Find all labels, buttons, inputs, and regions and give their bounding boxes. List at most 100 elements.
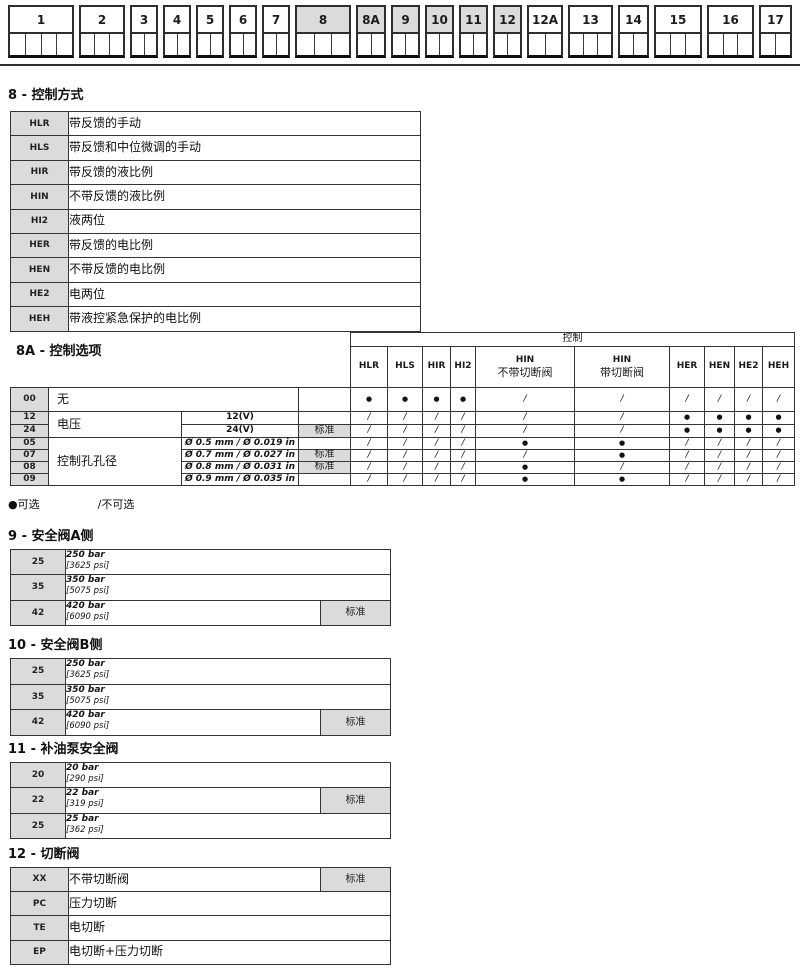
- desc-cell: 液两位: [68, 208, 421, 234]
- standard-badge: 标准: [298, 423, 351, 438]
- code-cell: 42: [10, 599, 66, 627]
- code-box-subcells: [264, 34, 288, 55]
- not-available-mark: /: [762, 448, 795, 462]
- code-cell: 07: [10, 448, 49, 462]
- code-cell: EP: [10, 939, 69, 965]
- option-row-08: 08 Ø 0.8 mm / Ø 0.031 in 标准 / / / / ● / / / / /: [10, 460, 795, 474]
- value-cell: 24(V): [181, 423, 299, 438]
- not-available-mark: /: [450, 460, 476, 474]
- code-box-15: 15: [654, 5, 702, 58]
- column-sublabel: 不带切断阀: [497, 365, 553, 379]
- code-box-number: 2: [81, 7, 123, 34]
- code-cell: HIN: [10, 184, 69, 210]
- code-box-subcells: [358, 34, 384, 55]
- relief-valve-b-table: 25 250 bar [3625 psi] 35 350 bar [5075 p…: [10, 658, 391, 736]
- desc-cell: 电切断+压力切断: [68, 939, 391, 965]
- not-available-mark: /: [762, 460, 795, 474]
- psi-value: [290 psi]: [66, 773, 104, 784]
- code-subcell: [264, 34, 277, 55]
- code-cell: 25: [10, 658, 66, 685]
- charge-pump-relief-valve-table: 20 20 bar [290 psi] 22 22 bar [319 psi] …: [10, 761, 391, 840]
- code-cell: PC: [10, 891, 69, 917]
- not-available-mark: /: [704, 472, 735, 486]
- desc-cell: 不带反馈的电比例: [68, 257, 421, 283]
- psi-value: [5075 psi]: [66, 586, 110, 597]
- control-options-table: 控制 HLR HLS HIR HI2 HIN 不带切断阀 HIN 带切断阀 HER HEN HE2 HE…: [10, 331, 795, 486]
- not-available-mark: /: [350, 436, 388, 450]
- table-row: HIN 不带反馈的液比例: [10, 184, 421, 210]
- code-box-12A: 12A: [527, 5, 563, 58]
- optional-mark: ●: [422, 386, 451, 412]
- standard-badge: 标准: [320, 709, 391, 736]
- psi-value: [5075 psi]: [66, 695, 110, 706]
- column-header-HIN-带切断阀: HIN 带切断阀: [574, 345, 670, 388]
- code-subcell: [709, 34, 724, 55]
- control-header-row: 控制: [11, 331, 795, 347]
- pressure-cell: 420 bar [6090 psi]: [65, 709, 321, 736]
- standard-badge: 标准: [298, 460, 351, 474]
- code-box-10: 10: [425, 5, 454, 58]
- code-box-number: 6: [231, 7, 255, 34]
- code-subcell: [393, 34, 406, 55]
- optional-mark: ●: [475, 472, 575, 486]
- not-available-mark: /: [387, 472, 423, 486]
- pressure-cell: 22 bar [319 psi]: [65, 787, 321, 814]
- standard-badge: 标准: [320, 787, 391, 814]
- table-row: HIR 带反馈的液比例: [10, 159, 421, 186]
- optional-mark: ●: [734, 423, 763, 438]
- code-subcell: [686, 34, 700, 55]
- desc-cell: 带反馈的液比例: [68, 159, 421, 186]
- not-available-mark: /: [669, 472, 705, 486]
- code-subcell: [42, 34, 58, 55]
- not-available-mark: /: [422, 448, 451, 462]
- table-row: PC 压力切断: [10, 891, 391, 917]
- table-row: TE 电切断: [10, 915, 391, 941]
- not-available-mark: /: [704, 460, 735, 474]
- optional-mark: ●: [669, 423, 705, 438]
- not-available-mark: /: [734, 448, 763, 462]
- code-box-number: 8: [297, 7, 349, 34]
- not-available-mark: /: [387, 436, 423, 450]
- table-row: 42 420 bar [6090 psi] 标准: [10, 599, 391, 627]
- code-box-subcells: [10, 34, 72, 55]
- code-subcell: [110, 34, 123, 55]
- table-row: HI2 液两位: [10, 208, 421, 234]
- not-available-mark: /: [422, 472, 451, 486]
- table-row: 35 350 bar [5075 psi]: [10, 574, 391, 601]
- not-available-mark: /: [350, 423, 388, 438]
- code-cell: HE2: [10, 281, 69, 308]
- code-subcell: [598, 34, 611, 55]
- not-available-mark: /: [422, 460, 451, 474]
- code-cell: 42: [10, 709, 66, 736]
- not-available-mark: /: [734, 460, 763, 474]
- code-subcell: [132, 34, 145, 55]
- option-row-05: 05 控制孔孔径 Ø 0.5 mm / Ø 0.019 in / / / / ● ● / / / /: [10, 436, 795, 486]
- code-cell: 20: [10, 761, 66, 789]
- table-row: EP 电切断+压力切断: [10, 939, 391, 965]
- column-header-HLS: HLS: [387, 345, 423, 388]
- code-box-number: 14: [620, 7, 647, 34]
- control-mode-table: HLR 带反馈的手动 HLS 带反馈和中位微调的手动 HIR 带反馈的液比例 HIN 不…: [10, 110, 421, 332]
- code-box-12: 12: [493, 5, 522, 58]
- psi-value: [319 psi]: [66, 799, 104, 810]
- not-available-mark: /: [475, 448, 575, 462]
- code-subcell: [620, 34, 634, 55]
- not-available-mark: /: [450, 423, 476, 438]
- not-available-mark: /: [704, 448, 735, 462]
- column-header-HEH: HEH: [762, 345, 795, 388]
- optional-mark: ●: [475, 460, 575, 474]
- not-available-mark: /: [450, 448, 476, 462]
- standard-empty-cell: [298, 436, 351, 450]
- code-subcell: [474, 34, 486, 55]
- code-box-1: 1: [8, 5, 74, 58]
- not-available-mark: /: [734, 386, 763, 412]
- value-cell: Ø 0.5 mm / Ø 0.019 in: [181, 436, 299, 450]
- code-subcell: [372, 34, 385, 55]
- not-available-mark: /: [350, 410, 388, 425]
- cutoff-valve-table: XX 不带切断阀 标准 PC 压力切断 TE 电切断 EP 电切断+压力切断: [10, 867, 391, 965]
- desc-cell: 不带反馈的液比例: [68, 184, 421, 210]
- not-available-mark: /: [669, 448, 705, 462]
- code-cell: HLR: [10, 110, 69, 137]
- code-subcell: [495, 34, 508, 55]
- not-available-mark: /: [762, 386, 795, 412]
